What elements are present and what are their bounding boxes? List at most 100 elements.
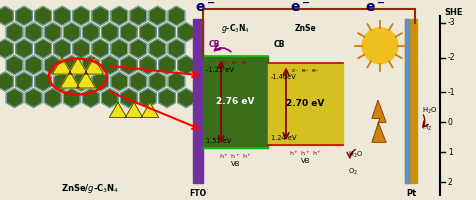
Polygon shape <box>92 72 108 91</box>
Polygon shape <box>92 39 108 58</box>
Text: H$_2$: H$_2$ <box>421 123 431 133</box>
Polygon shape <box>0 39 13 58</box>
Polygon shape <box>101 56 118 75</box>
Polygon shape <box>35 39 51 58</box>
Circle shape <box>361 28 397 64</box>
Polygon shape <box>84 58 103 74</box>
Polygon shape <box>130 39 146 58</box>
Polygon shape <box>6 23 23 42</box>
Polygon shape <box>16 6 32 25</box>
Polygon shape <box>178 88 194 107</box>
Polygon shape <box>54 39 70 58</box>
Text: -1.46eV: -1.46eV <box>270 74 296 80</box>
Text: -1.25 eV: -1.25 eV <box>206 67 233 73</box>
Polygon shape <box>178 23 194 42</box>
Text: Pt: Pt <box>405 189 415 198</box>
Polygon shape <box>111 6 127 25</box>
Polygon shape <box>111 39 127 58</box>
Text: H$_2$O: H$_2$O <box>421 105 437 116</box>
Polygon shape <box>82 23 99 42</box>
Polygon shape <box>130 72 146 91</box>
Text: H$_2$O: H$_2$O <box>347 150 362 160</box>
Polygon shape <box>159 23 175 42</box>
Polygon shape <box>54 72 70 91</box>
Text: c-  e-  e-: c- e- e- <box>222 60 248 65</box>
Polygon shape <box>149 6 165 25</box>
Text: CB: CB <box>208 40 220 49</box>
Polygon shape <box>63 56 80 75</box>
Polygon shape <box>82 88 99 107</box>
Polygon shape <box>44 56 61 75</box>
Polygon shape <box>168 6 184 25</box>
Text: 0: 0 <box>447 118 452 127</box>
Text: 1.24 eV: 1.24 eV <box>270 135 296 141</box>
Polygon shape <box>54 6 70 25</box>
Text: $\mathbf{e^-}$: $\mathbf{e^-}$ <box>194 2 215 16</box>
Polygon shape <box>35 72 51 91</box>
Polygon shape <box>6 56 23 75</box>
Polygon shape <box>73 72 89 91</box>
Polygon shape <box>120 88 137 107</box>
Polygon shape <box>0 72 13 91</box>
Polygon shape <box>73 39 89 58</box>
Bar <box>193 19 203 183</box>
Polygon shape <box>139 56 156 75</box>
Polygon shape <box>63 23 80 42</box>
Polygon shape <box>139 88 156 107</box>
Polygon shape <box>92 6 108 25</box>
Polygon shape <box>44 23 61 42</box>
Polygon shape <box>0 6 13 25</box>
Polygon shape <box>371 100 385 142</box>
Text: VB: VB <box>230 161 240 167</box>
Text: 2.76 eV: 2.76 eV <box>216 97 254 106</box>
Text: CB: CB <box>273 40 285 49</box>
Polygon shape <box>120 56 137 75</box>
Polygon shape <box>76 72 95 88</box>
Polygon shape <box>168 39 184 58</box>
Polygon shape <box>6 88 23 107</box>
Polygon shape <box>168 72 184 91</box>
Text: $\mathbf{e^-}$: $\mathbf{e^-}$ <box>289 2 309 16</box>
Bar <box>404 19 408 183</box>
Polygon shape <box>25 23 42 42</box>
Polygon shape <box>101 23 118 42</box>
Polygon shape <box>141 102 159 117</box>
Polygon shape <box>25 88 42 107</box>
Bar <box>203 56 268 148</box>
Polygon shape <box>101 88 118 107</box>
Text: FTO: FTO <box>189 189 206 198</box>
Polygon shape <box>159 88 175 107</box>
Text: c-  e-  e-: c- e- e- <box>292 68 318 73</box>
Polygon shape <box>16 72 32 91</box>
Polygon shape <box>125 102 142 117</box>
Polygon shape <box>178 56 194 75</box>
Text: -1: -1 <box>447 88 455 97</box>
Text: O$_2$: O$_2$ <box>347 167 357 177</box>
Text: 1: 1 <box>447 148 452 157</box>
Polygon shape <box>130 6 146 25</box>
Text: 2.70 eV: 2.70 eV <box>286 99 324 108</box>
Polygon shape <box>52 58 71 74</box>
Text: VB: VB <box>300 158 309 164</box>
Bar <box>268 63 342 145</box>
Polygon shape <box>111 72 127 91</box>
Text: h$^+$ h$^+$ h$^+$: h$^+$ h$^+$ h$^+$ <box>218 152 251 161</box>
Polygon shape <box>159 56 175 75</box>
Bar <box>404 19 416 183</box>
Polygon shape <box>109 102 127 117</box>
Polygon shape <box>149 39 165 58</box>
Polygon shape <box>25 56 42 75</box>
Polygon shape <box>149 72 165 91</box>
Polygon shape <box>82 56 99 75</box>
Polygon shape <box>60 72 79 88</box>
Text: $g$-C$_3$N$_4$: $g$-C$_3$N$_4$ <box>220 22 249 35</box>
Polygon shape <box>44 88 61 107</box>
Polygon shape <box>73 6 89 25</box>
Text: -3: -3 <box>447 18 455 27</box>
Text: 2: 2 <box>447 178 452 187</box>
Polygon shape <box>63 88 80 107</box>
Polygon shape <box>120 23 137 42</box>
Text: ZnSe: ZnSe <box>294 24 316 33</box>
Polygon shape <box>16 39 32 58</box>
Polygon shape <box>35 6 51 25</box>
